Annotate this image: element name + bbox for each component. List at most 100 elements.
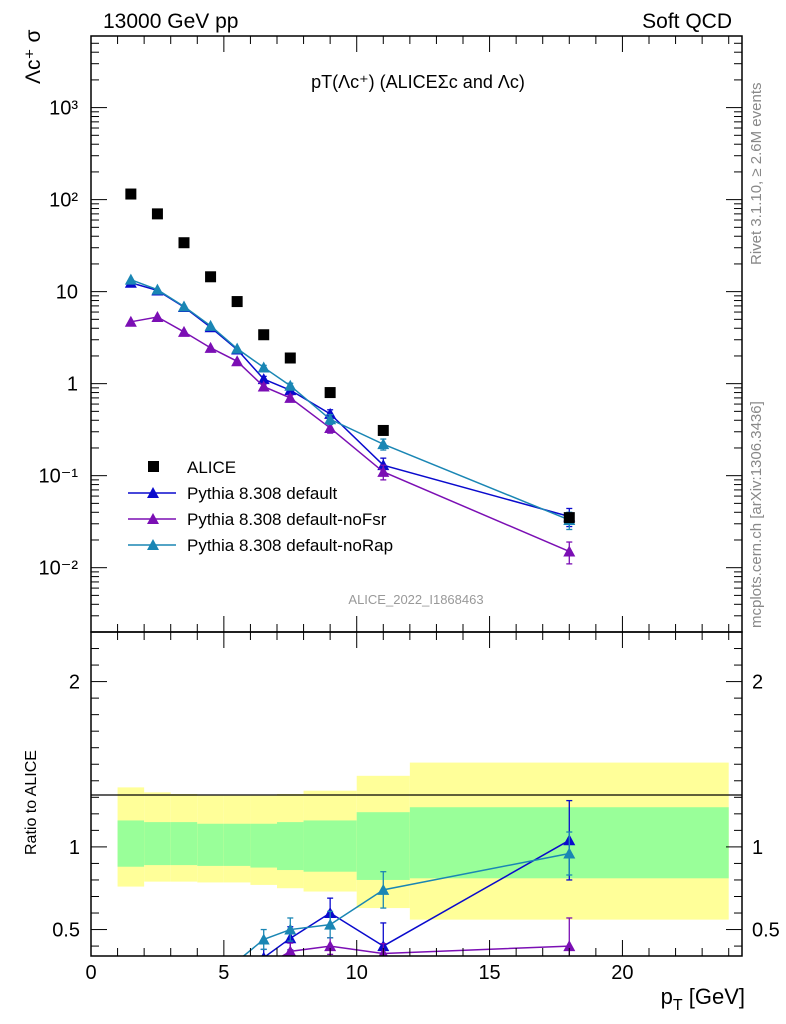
legend-marker [147, 487, 159, 498]
data-point [284, 352, 296, 364]
inner-band-segment [303, 820, 357, 872]
data-point [324, 387, 336, 399]
ratio-y-tick-label: 1 [69, 837, 80, 859]
main-y-tick-label: 10 [56, 282, 78, 304]
x-tick-label: 5 [218, 962, 229, 984]
ratio-point [125, 988, 137, 999]
main-point [563, 545, 576, 557]
ratio-point [125, 999, 137, 1010]
legend: ALICE Pythia 8.308 default Pythia 8.308 de… [128, 458, 393, 555]
main-point [151, 283, 164, 295]
ratio-plot-panel: Ratio to ALICE 0.5 0.51 12 20 5 10 15 20 pT [Ge… [23, 631, 780, 1014]
header-right-label: Soft QCD [642, 10, 732, 33]
uncertainty-bands [117, 762, 729, 920]
legend-label: ALICE [187, 458, 236, 477]
legend-marker [147, 539, 159, 550]
main-y-tick-label: 1 [67, 374, 78, 396]
main-point [204, 319, 217, 331]
main-series-line [130, 281, 570, 518]
ratio-point [178, 973, 190, 984]
legend-label: Pythia 8.308 default [187, 484, 338, 503]
main-point [257, 380, 270, 392]
inner-band-segment [144, 822, 171, 866]
inner-band-segment [250, 823, 277, 868]
ratio-point [324, 918, 337, 930]
x-axis-label-text: pT [GeV] [661, 984, 745, 1014]
ratio-point [563, 847, 576, 859]
ratio-plot-frame [90, 631, 743, 957]
x-axis-label: pT [GeV] [661, 984, 745, 1014]
main-point [284, 379, 297, 391]
mcplots-reference-label: mcplots.cern.ch [arXiv:1306.3436] [748, 401, 765, 628]
ratio-tick-labels: 0.5 0.51 12 20 5 10 15 20 [52, 672, 780, 984]
main-point [204, 341, 217, 353]
inner-band-segment [356, 812, 410, 880]
main-point [231, 342, 244, 354]
main-point [324, 421, 337, 433]
ratio-point [257, 933, 270, 945]
main-point [178, 300, 190, 312]
ratio-point [261, 951, 267, 956]
main-point [124, 273, 137, 285]
ratio-point [205, 978, 217, 989]
inner-band-segment [277, 822, 304, 871]
ratio-point [125, 987, 137, 998]
main-point [178, 325, 190, 337]
ratio-point [178, 973, 190, 984]
data-point [205, 271, 217, 283]
ratio-y-tick-label: 1 [752, 837, 763, 859]
x-tick-label: 15 [478, 962, 500, 984]
main-y-axis-label: Λc⁺ σ [22, 30, 45, 84]
header-left-label: 13000 GeV pp [103, 10, 238, 33]
data-point [563, 512, 575, 524]
inner-band-segment [223, 823, 251, 866]
main-y-tick-label: 10³ [49, 98, 78, 120]
x-tick-label: 0 [85, 962, 96, 984]
rivet-version-label: Rivet 3.1.10, ≥ 2.6M events [748, 83, 765, 266]
analysis-watermark: ALICE_2022_I1868463 [348, 592, 483, 607]
main-y-tick-label: 10⁻² [39, 558, 79, 580]
ratio-point [151, 982, 163, 993]
main-point [377, 438, 390, 450]
ratio-point [178, 989, 190, 1000]
ratio-point [205, 959, 217, 970]
data-point [258, 329, 270, 341]
main-y-tick-label: 10² [49, 190, 78, 212]
main-point [151, 311, 164, 323]
ratio-point [563, 940, 576, 952]
main-y-tick-labels: 10⁻² 10⁻¹ 1 10 10² 10³ [39, 98, 79, 580]
data-point [125, 188, 137, 200]
inner-band-segment [170, 822, 198, 866]
main-plot-marks [124, 188, 576, 565]
main-plot-panel: pT(Λc⁺) (ALICEΣc and Λc) ALICE_2022_I186… [22, 30, 743, 633]
ratio-point [284, 945, 297, 956]
main-point [257, 373, 270, 385]
ratio-y-tick-label: 0.5 [52, 920, 80, 942]
x-tick-label: 10 [346, 962, 368, 984]
data-point [151, 208, 163, 220]
ratio-point [151, 981, 163, 992]
main-point [377, 465, 390, 477]
data-point [178, 237, 190, 249]
ratio-point [284, 923, 297, 935]
ratio-point [205, 958, 217, 969]
data-point [231, 296, 243, 308]
main-y-tick-label: 10⁻¹ [39, 466, 79, 488]
data-series [125, 188, 575, 524]
ratio-point [236, 955, 238, 956]
legend-label: Pythia 8.308 default-noRap [187, 536, 393, 555]
inner-band-segment [197, 823, 224, 866]
main-point [324, 413, 337, 425]
main-series-line [130, 316, 570, 553]
legend-marker [147, 513, 159, 524]
ratio-point [258, 961, 270, 972]
main-point [284, 391, 297, 403]
ratio-y-tick-label: 2 [752, 672, 763, 694]
main-point [257, 361, 270, 373]
ratio-y-tick-label: 2 [69, 672, 80, 694]
main-series-line [130, 278, 570, 521]
ratio-series-line [264, 839, 570, 956]
ratio-point [231, 969, 243, 980]
main-point [231, 355, 244, 367]
